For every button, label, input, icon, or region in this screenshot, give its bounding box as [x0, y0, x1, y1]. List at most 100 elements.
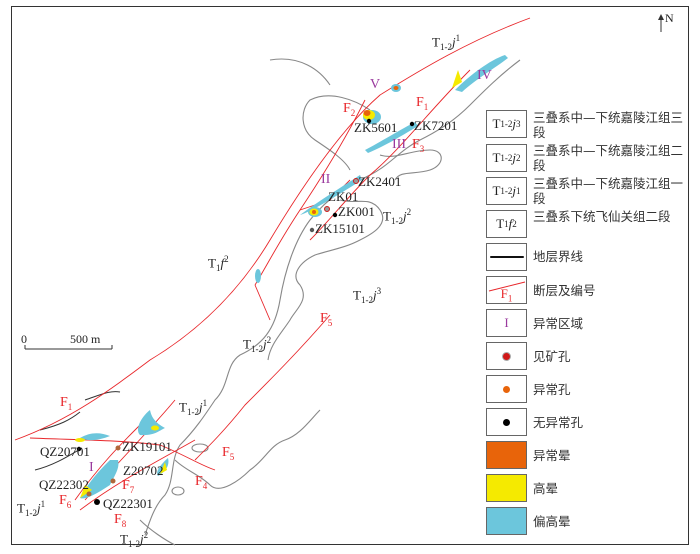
legend-label: 异常孔: [533, 382, 571, 397]
fault-line-f5: [194, 314, 331, 461]
stratum-boundary: [269, 58, 331, 86]
stratum-boundary: [144, 59, 521, 536]
legend-swatch-no-anomaly-hole: [486, 408, 527, 436]
fault-label-f1: F1: [416, 95, 429, 112]
unit-label-t12j2: T1-2j2: [243, 335, 272, 354]
legend-swatch-anomaly-hole: [486, 375, 527, 403]
scale-bar: [24, 345, 113, 350]
ore-hole: [353, 178, 359, 184]
borehole-label: ZK15101: [315, 221, 365, 236]
stratum-boundary: [174, 409, 321, 489]
legend-swatch-t12j3: T 1-2 j 3: [486, 110, 527, 138]
stratum-boundary: [267, 199, 384, 361]
fault-label-f3: F3: [412, 137, 425, 154]
fault-label-f7: F7: [122, 478, 135, 495]
faults: [14, 17, 531, 511]
north-label: N: [665, 11, 674, 25]
legend-label: 三叠系中—下统嘉陵江组三段: [533, 110, 684, 140]
unit-label-t12j2: T1-2j2: [383, 207, 412, 226]
anomaly-halos: [75, 55, 508, 499]
unit-label-t12j2: T1-2j2: [120, 530, 149, 549]
fault-line-f6: [74, 424, 141, 501]
no-anomaly-hole: [94, 499, 100, 505]
stratum-boundaries: [139, 58, 521, 546]
fault-line-f3: [309, 69, 471, 241]
anomaly-halo: [312, 210, 316, 214]
legend-label: 三叠系下统飞仙关组二段: [533, 209, 671, 224]
legend-swatch-boundary: [486, 243, 527, 271]
legend-swatch-t12j2: T 1-2 j 2: [486, 144, 527, 172]
fault-line: [254, 284, 271, 321]
legend-swatch-elevated-halo: [486, 507, 527, 535]
elevated-halo: [300, 175, 362, 215]
legend-label: 见矿孔: [533, 349, 571, 364]
fault-label-f8: F8: [114, 512, 127, 529]
fault-label-f6: F6: [59, 493, 72, 510]
legend-label: 地层界线: [533, 249, 584, 264]
unit-label-t12j3: T1-2j3: [353, 286, 382, 305]
anomaly-halo: [363, 110, 371, 116]
borehole-label: ZK001: [338, 204, 375, 219]
borehole-label: QZ20701: [40, 444, 90, 459]
high-halo: [75, 438, 85, 442]
fault-label-f2: F2: [343, 101, 356, 118]
fault-label-f5: F5: [320, 311, 333, 328]
north-arrow-icon: [658, 14, 664, 32]
map-frame: [11, 6, 689, 545]
legend-swatch-t12j1: T 1-2 j 1: [486, 177, 527, 205]
high-halo: [160, 462, 167, 474]
borehole-label: QZ22301: [103, 496, 153, 511]
scale-zero-label: 0: [21, 332, 27, 346]
zone-label-ii: II: [321, 172, 331, 187]
anomaly-hole: [86, 491, 92, 497]
fault-label-f4: F4: [195, 474, 208, 491]
stratum-boundary: [139, 519, 176, 546]
borehole-label: QZ22302: [39, 477, 89, 492]
borehole-label: ZK5601: [354, 120, 398, 135]
elevated-halo: [80, 433, 110, 441]
legend-swatch-zone: I: [486, 309, 527, 337]
fault-label-f1: F1: [60, 395, 73, 412]
legend-label: 高晕: [533, 481, 559, 496]
zone-label-iv: IV: [477, 68, 492, 83]
elevated-halo: [157, 458, 169, 476]
borehole-label: Z20702: [123, 463, 164, 478]
stratum-boundary: [191, 443, 209, 453]
no-anomaly-hole: [309, 227, 315, 233]
legend-swatch-high-halo: [486, 474, 527, 502]
anomaly-hole: [115, 445, 121, 451]
legend-label: 断层及编号: [533, 283, 596, 298]
stratum-boundary: [379, 149, 442, 181]
anomaly-hole: [110, 478, 116, 484]
unit-label-t12j1: T1-2j1: [17, 499, 46, 518]
fault-label-f5: F5: [222, 445, 235, 462]
stratum-boundary: [171, 486, 185, 496]
borehole-label: ZK01: [328, 189, 359, 204]
unit-label-t1f2: T1f2: [208, 254, 229, 273]
fault-line-f4: [29, 437, 216, 471]
fault-line-f8: [79, 439, 196, 511]
no-anomaly-hole: [409, 121, 415, 127]
legend-label: 异常区域: [533, 316, 584, 331]
legend-swatch-anomaly-halo: [486, 441, 527, 469]
legend-label: 异常晕: [533, 448, 571, 463]
zone-label-iii: III: [392, 137, 406, 152]
borehole-markers: [76, 118, 415, 505]
elevated-halo: [365, 122, 418, 153]
high-halo: [80, 485, 92, 498]
high-halo: [452, 70, 462, 88]
scale-distance-label: 500 m: [70, 332, 101, 346]
legend-swatch-ore-hole: [486, 342, 527, 370]
zone-label-v: V: [370, 77, 381, 92]
borehole-label: ZK19101: [122, 439, 172, 454]
borehole-label: ZK7201: [414, 118, 458, 133]
no-anomaly-hole: [76, 446, 82, 452]
legend-label: 无异常孔: [533, 415, 584, 430]
zone-label-i: I: [89, 460, 94, 475]
high-halo: [151, 425, 159, 431]
no-anomaly-hole: [366, 118, 372, 124]
legend-label: 三叠系中—下统嘉陵江组二段: [533, 143, 684, 173]
elevated-halo: [255, 269, 261, 283]
